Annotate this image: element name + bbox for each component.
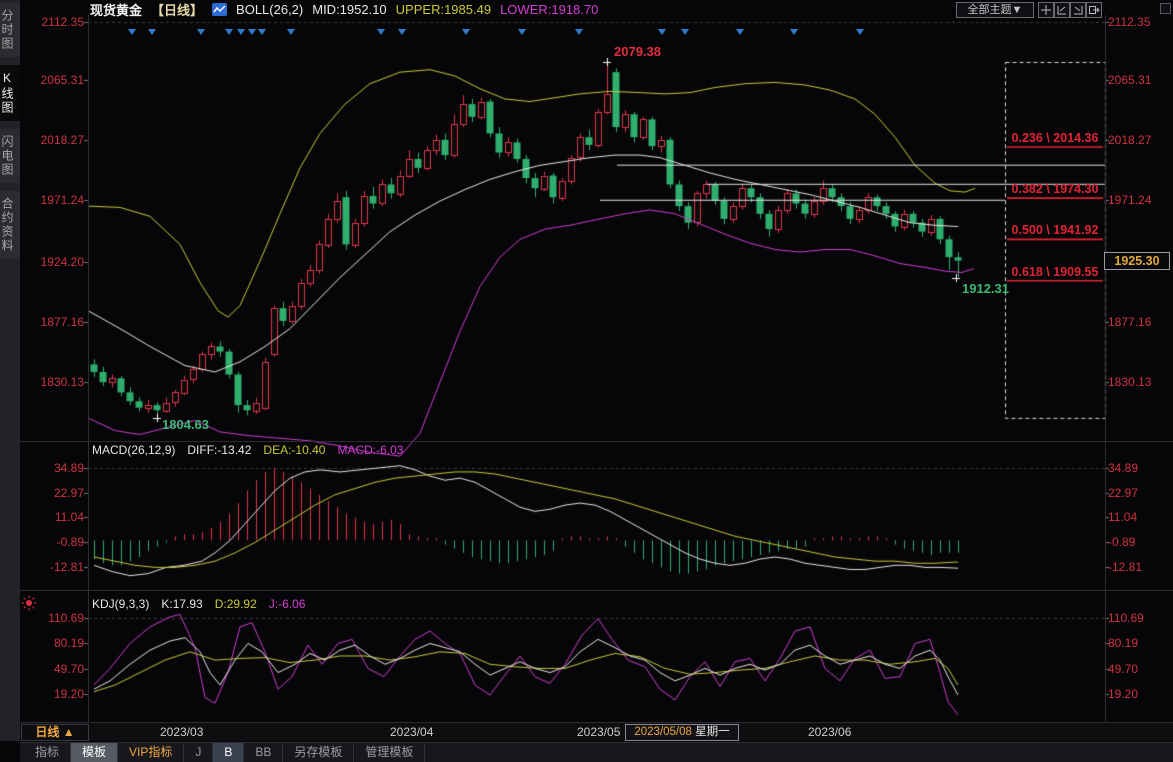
- theme-dropdown-button[interactable]: 全部主题▼: [956, 2, 1034, 18]
- collapse-icon[interactable]: [1160, 3, 1171, 14]
- bottom-tab[interactable]: J: [184, 743, 214, 762]
- kdj-header: KDJ(9,3,3) K:17.93 D:29.92 J:-6.06: [92, 597, 305, 611]
- bottom-tab[interactable]: 指标: [24, 743, 72, 762]
- indicator-name[interactable]: BOLL(26,2): [236, 1, 304, 17]
- bottom-tab[interactable]: 管理模板: [354, 743, 426, 762]
- axis-border-left: [88, 15, 89, 722]
- last-low-label: 1912.31: [962, 281, 1009, 296]
- axis-border-right: [1105, 15, 1106, 722]
- crosshair-icon[interactable]: [1038, 2, 1054, 18]
- boll-upper-value: UPPER:1985.49: [395, 1, 492, 17]
- bottom-tab[interactable]: 另存模板: [283, 743, 355, 762]
- symbol-name: 现货黄金: [90, 2, 143, 18]
- macd-header: MACD(26,12,9) DIFF:-13.42 DEA:-10.40 MAC…: [92, 443, 403, 457]
- sidebar: 分时图 K线图闪电图合约资料: [0, 0, 20, 741]
- high-price-label: 2079.38: [614, 44, 661, 59]
- x-axis-zoom-icon[interactable]: [1054, 2, 1070, 18]
- bottom-tab[interactable]: 模板: [71, 743, 119, 762]
- kdj-j-value: J:-6.06: [268, 597, 306, 611]
- alert-sun-icon[interactable]: [21, 595, 37, 611]
- date-axis-strip: [20, 723, 1173, 741]
- period-tag: 【日线】: [151, 2, 204, 18]
- sidebar-tab[interactable]: 闪电图: [0, 129, 20, 183]
- y-axis-zoom-icon[interactable]: [1070, 2, 1086, 18]
- macd-macd-value: MACD:-6.03: [337, 443, 404, 457]
- macd-diff-value: DIFF:-13.42: [187, 443, 252, 457]
- period-button[interactable]: 日线 ▲: [21, 724, 89, 741]
- export-icon[interactable]: [1086, 2, 1102, 18]
- sidebar-tab[interactable]: 合约资料: [0, 191, 20, 259]
- kdj-k-value: K:17.93: [161, 597, 203, 611]
- pane-separator: [20, 590, 1173, 591]
- bottom-tab[interactable]: B: [213, 743, 245, 762]
- sidebar-tab[interactable]: K线图: [0, 65, 20, 121]
- chart-header: 现货黄金 【日线】 BOLL(26,2) MID:1952.10 UPPER:1…: [90, 1, 599, 18]
- kdj-d-value: D:29.92: [214, 597, 257, 611]
- sidebar-tab[interactable]: 分时图: [0, 3, 20, 57]
- macd-dea-value: DEA:-10.40: [263, 443, 326, 457]
- kdj-title[interactable]: KDJ(9,3,3): [92, 597, 150, 611]
- macd-title[interactable]: MACD(26,12,9): [92, 443, 176, 457]
- chart-type-icon[interactable]: [212, 2, 228, 16]
- bottom-tab[interactable]: VIP指标: [118, 743, 185, 762]
- pane-separator: [20, 441, 1173, 442]
- last-price-box: 1925.30: [1104, 252, 1170, 270]
- bottom-tab-bar: 指标 模板 VIP指标 J B BB 另存模板 管理模板: [20, 742, 1173, 762]
- boll-mid-value: MID:1952.10: [312, 1, 387, 17]
- boll-lower-value: LOWER:1918.70: [500, 1, 599, 17]
- bottom-tab[interactable]: BB: [244, 743, 284, 762]
- pane-separator: [20, 722, 1173, 723]
- low-price-label: 1804.63: [162, 417, 209, 432]
- crosshair-date-box: 2023/05/08 星期一: [625, 724, 739, 741]
